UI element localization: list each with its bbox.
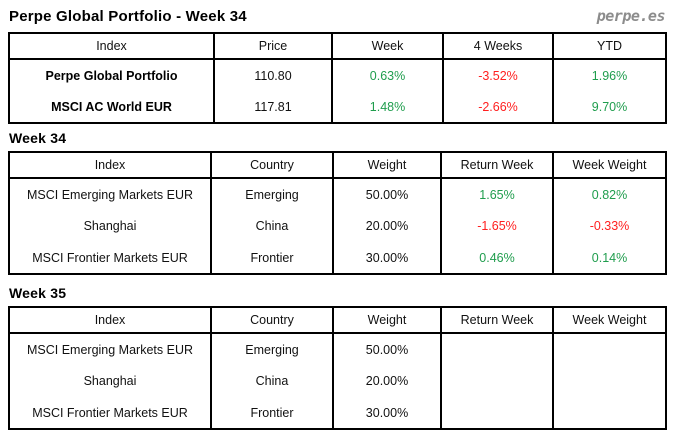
price-cell: 110.80: [213, 59, 333, 91]
weight-cell: 50.00%: [332, 178, 442, 210]
4weeks-cell: -3.52%: [442, 59, 554, 91]
return-week-cell: 1.65%: [440, 178, 554, 210]
ytd-cell: 1.96%: [552, 59, 667, 91]
4weeks-cell: -2.66%: [442, 91, 554, 123]
ytd-cell: 9.70%: [552, 91, 667, 123]
index-cell: MSCI Emerging Markets EUR: [8, 333, 212, 365]
column-header-country: Country: [210, 307, 334, 334]
week-cell: 0.63%: [331, 59, 444, 91]
column-header-return-week: Return Week: [440, 152, 554, 179]
country-cell: Frontier: [210, 397, 334, 429]
index-cell: MSCI Frontier Markets EUR: [8, 242, 212, 274]
column-header-week-weight: Week Weight: [552, 307, 667, 334]
price-cell: 117.81: [213, 91, 333, 123]
country-cell: Emerging: [210, 178, 334, 210]
week-weight-cell: [552, 333, 667, 365]
column-header-country: Country: [210, 152, 334, 179]
column-header-4weeks: 4 Weeks: [442, 33, 554, 60]
return-week-cell: -1.65%: [440, 210, 554, 242]
weight-cell: 30.00%: [332, 242, 442, 274]
index-cell: Shanghai: [8, 365, 212, 397]
index-cell: MSCI AC World EUR: [8, 91, 215, 123]
report-header: Perpe Global Portfolio - Week 34 perpe.e…: [9, 5, 666, 25]
column-header-week: Week: [331, 33, 444, 60]
week-cell: 1.48%: [331, 91, 444, 123]
week34-header-row: Index Country Weight Return Week Week We…: [8, 152, 667, 179]
site-logo[interactable]: perpe.es: [596, 7, 666, 25]
column-header-weight: Weight: [332, 307, 442, 334]
week35-header-row: Index Country Weight Return Week Week We…: [8, 307, 667, 334]
column-header-price: Price: [213, 33, 333, 60]
week-weight-cell: 0.14%: [552, 242, 667, 274]
country-cell: China: [210, 210, 334, 242]
table-row: MSCI Frontier Markets EUR Frontier 30.00…: [8, 242, 667, 274]
return-week-cell: [440, 333, 554, 365]
index-cell: Perpe Global Portfolio: [8, 59, 215, 91]
column-header-return-week: Return Week: [440, 307, 554, 334]
weight-cell: 50.00%: [332, 333, 442, 365]
summary-header-row: Index Price Week 4 Weeks YTD: [8, 33, 667, 60]
return-week-cell: [440, 365, 554, 397]
column-header-week-weight: Week Weight: [552, 152, 667, 179]
index-cell: MSCI Frontier Markets EUR: [8, 397, 212, 429]
table-row: MSCI Frontier Markets EUR Frontier 30.00…: [8, 397, 667, 429]
table-row: MSCI Emerging Markets EUR Emerging 50.00…: [8, 333, 667, 365]
column-header-ytd: YTD: [552, 33, 667, 60]
column-header-weight: Weight: [332, 152, 442, 179]
week-weight-cell: [552, 397, 667, 429]
index-cell: MSCI Emerging Markets EUR: [8, 178, 212, 210]
week-weight-cell: [552, 365, 667, 397]
column-header-index: Index: [8, 152, 212, 179]
table-row: MSCI AC World EUR 117.81 1.48% -2.66% 9.…: [8, 91, 667, 123]
country-cell: China: [210, 365, 334, 397]
week-weight-cell: -0.33%: [552, 210, 667, 242]
section-heading-week34: Week 34: [9, 130, 67, 146]
page-title: Perpe Global Portfolio - Week 34: [9, 8, 247, 25]
table-row: Perpe Global Portfolio 110.80 0.63% -3.5…: [8, 59, 667, 91]
column-header-index: Index: [8, 33, 215, 60]
table-row: MSCI Emerging Markets EUR Emerging 50.00…: [8, 178, 667, 210]
country-cell: Emerging: [210, 333, 334, 365]
section-heading-week35: Week 35: [9, 285, 67, 301]
return-week-cell: 0.46%: [440, 242, 554, 274]
report-page: Perpe Global Portfolio - Week 34 perpe.e…: [0, 5, 674, 447]
summary-table: Index Price Week 4 Weeks YTD Perpe Globa…: [8, 32, 667, 124]
index-cell: Shanghai: [8, 210, 212, 242]
weight-cell: 20.00%: [332, 210, 442, 242]
column-header-index: Index: [8, 307, 212, 334]
week34-table: Index Country Weight Return Week Week We…: [8, 151, 667, 275]
week35-table: Index Country Weight Return Week Week We…: [8, 306, 667, 430]
weight-cell: 30.00%: [332, 397, 442, 429]
weight-cell: 20.00%: [332, 365, 442, 397]
country-cell: Frontier: [210, 242, 334, 274]
return-week-cell: [440, 397, 554, 429]
week-weight-cell: 0.82%: [552, 178, 667, 210]
table-row: Shanghai China 20.00%: [8, 365, 667, 397]
table-row: Shanghai China 20.00% -1.65% -0.33%: [8, 210, 667, 242]
